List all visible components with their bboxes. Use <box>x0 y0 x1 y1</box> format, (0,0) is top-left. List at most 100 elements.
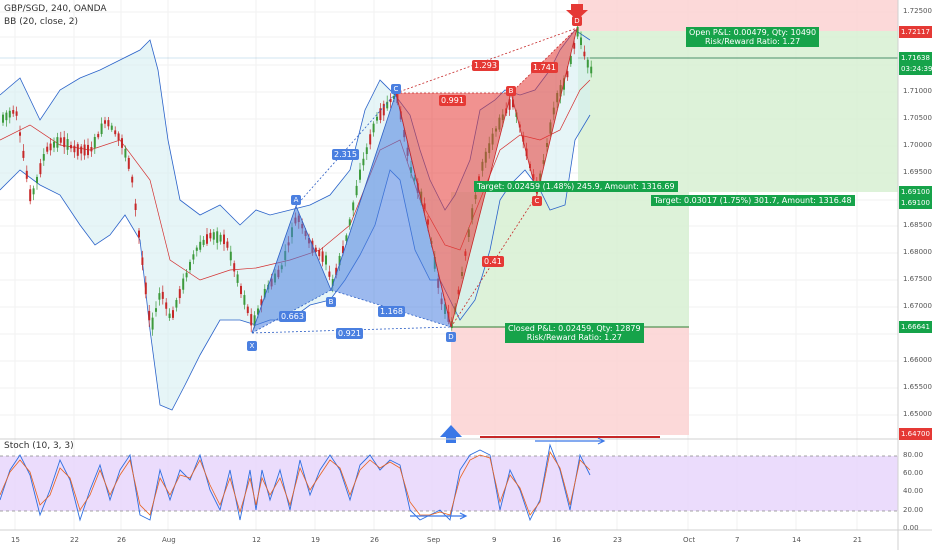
price-tick: 1.65500 <box>903 383 932 391</box>
candle-body <box>110 125 113 130</box>
bear-pattern-xab[interactable] <box>396 93 511 327</box>
candle-body <box>155 308 157 312</box>
stoch-d-line <box>0 450 591 516</box>
date-tick: 21 <box>853 536 862 544</box>
short-loss-zone[interactable] <box>578 0 898 31</box>
candle-body <box>580 37 582 46</box>
candle-body <box>138 230 140 238</box>
candle-body <box>389 98 392 103</box>
date-tick: 14 <box>792 536 801 544</box>
price-tick: 1.70500 <box>903 114 932 122</box>
price-tick: 1.66000 <box>903 356 932 364</box>
candle-body <box>12 110 15 114</box>
candle-body <box>379 108 382 121</box>
candle-body <box>376 116 378 121</box>
stoch-band <box>0 456 898 511</box>
candle-body <box>29 189 32 202</box>
date-tick: 22 <box>70 536 79 544</box>
price-tick: 1.70000 <box>903 141 932 149</box>
candle-body <box>352 202 355 211</box>
candle-body <box>56 137 59 148</box>
candle-body <box>219 234 222 242</box>
candle-body <box>338 255 341 266</box>
stoch-axis[interactable]: 80.00 60.00 40.00 20.00 0.00 <box>898 440 932 532</box>
candle-body <box>345 235 348 241</box>
candle-body <box>583 51 586 57</box>
date-axis[interactable]: 15 22 26 Aug 12 19 26 Sep 9 16 23 Oct 7 … <box>0 530 898 550</box>
price-tick: 1.68000 <box>903 248 932 256</box>
price-tag-pattern-low: 1.66641 <box>899 321 932 333</box>
candle-body <box>83 144 86 156</box>
candle-body <box>165 302 168 309</box>
date-tick: 9 <box>492 536 497 544</box>
candle-body <box>586 59 589 68</box>
candle-body <box>42 154 45 161</box>
long-target-label[interactable]: Target: 0.02459 (1.48%) 245.9, Amount: 1… <box>474 181 678 192</box>
price-tick: 1.68500 <box>903 221 932 229</box>
candle-body <box>229 251 232 261</box>
candle-body <box>59 137 62 143</box>
date-tick: 15 <box>11 536 20 544</box>
price-axis[interactable]: 1.72500 1.71000 1.70500 1.70000 1.69500 … <box>898 0 932 440</box>
candle-body <box>158 293 161 300</box>
bear-point-b: B <box>506 86 516 96</box>
candle-body <box>573 42 576 49</box>
candle-body <box>63 137 66 148</box>
candle-body <box>66 139 69 150</box>
candle-body <box>127 157 130 169</box>
long-loss-zone[interactable] <box>451 327 689 435</box>
candle-body <box>206 234 208 244</box>
date-tick: 26 <box>370 536 379 544</box>
candle-body <box>233 263 236 272</box>
short-position-label[interactable]: Open P&L: 0.00479, Qty: 10490 Risk/Rewar… <box>686 27 820 47</box>
long-risk-reward: Risk/Reward Ratio: 1.27 <box>526 333 622 342</box>
candle-body <box>253 315 256 327</box>
candle-body <box>70 145 72 149</box>
price-tag-last: 1.71638 <box>899 52 932 64</box>
short-target-label[interactable]: Target: 0.03017 (1.75%) 301.7, Amount: 1… <box>651 195 855 206</box>
candle-body <box>15 111 18 116</box>
candle-body <box>172 310 174 318</box>
bull-point-d: D <box>446 332 456 342</box>
bollinger-indicator-label[interactable]: BB (20, close, 2) <box>4 17 79 27</box>
price-tag-stop-low: 1.64700 <box>899 428 932 440</box>
short-profit-zone[interactable] <box>578 31 898 192</box>
price-tick: 1.72500 <box>903 7 932 15</box>
candle-body <box>369 134 372 145</box>
candle-body <box>100 123 103 135</box>
candle-body <box>178 289 181 299</box>
candle-body <box>5 112 8 121</box>
stoch-indicator-label[interactable]: Stoch (10, 3, 3) <box>4 441 74 451</box>
bull-pattern-xab[interactable] <box>252 206 331 333</box>
bull-point-b: B <box>326 297 336 307</box>
bear-pattern-bcd[interactable] <box>511 28 577 195</box>
candle-body <box>124 148 127 158</box>
date-tick: Sep <box>427 536 441 544</box>
symbol-title[interactable]: GBP/SGD, 240, OANDA <box>4 4 107 14</box>
candle-body <box>226 241 229 248</box>
bull-pattern-bcd[interactable] <box>331 93 451 327</box>
candle-body <box>382 103 385 116</box>
candle-body <box>359 169 361 180</box>
bull-point-c: C <box>391 84 401 94</box>
candle-body <box>342 246 344 254</box>
candle-body <box>76 144 79 156</box>
short-open-pnl: Open P&L: 0.00479, Qty: 10490 <box>689 28 817 37</box>
long-position-label[interactable]: Closed P&L: 0.02459, Qty: 12879 Risk/Rew… <box>505 323 644 343</box>
candle-body <box>362 158 365 166</box>
candle-body <box>189 261 191 271</box>
candle-body <box>168 313 171 318</box>
candle-body <box>80 146 83 154</box>
ratio-xb: 0.663 <box>279 311 306 322</box>
price-tick: 1.67000 <box>903 302 932 310</box>
price-tag-countdown: 03:24:39 <box>899 63 932 75</box>
candle-body <box>209 232 212 239</box>
date-tick: 23 <box>613 536 622 544</box>
candle-body <box>148 310 151 321</box>
candle-body <box>117 133 120 141</box>
price-tag-entry-top: 1.69100 <box>899 186 932 198</box>
date-tick: 7 <box>735 536 740 544</box>
candle-body <box>314 247 317 252</box>
